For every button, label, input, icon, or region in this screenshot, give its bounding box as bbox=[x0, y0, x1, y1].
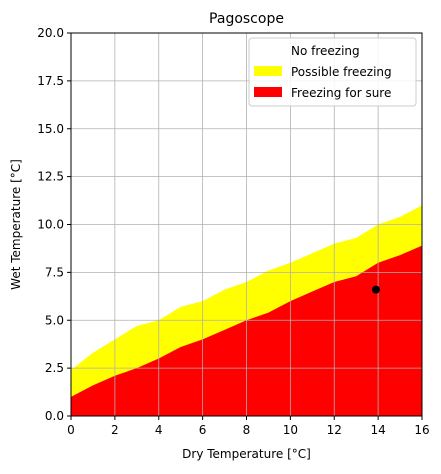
legend-label: Possible freezing bbox=[291, 65, 392, 79]
x-axis-label: Dry Temperature [°C] bbox=[182, 447, 311, 461]
y-tick-label: 10.0 bbox=[37, 218, 64, 232]
x-tick-label: 8 bbox=[243, 423, 251, 437]
marks-layer bbox=[372, 286, 380, 294]
x-tick-label: 12 bbox=[327, 423, 342, 437]
legend-swatch bbox=[254, 87, 282, 97]
x-tick-label: 2 bbox=[111, 423, 119, 437]
y-tick-label: 15.0 bbox=[37, 122, 64, 136]
x-tick-label: 4 bbox=[155, 423, 163, 437]
x-tick-label: 14 bbox=[370, 423, 385, 437]
x-tick-label: 10 bbox=[283, 423, 298, 437]
legend-label: No freezing bbox=[291, 44, 360, 58]
y-axis-label: Wet Temperature [°C] bbox=[9, 159, 23, 290]
x-tick-label: 6 bbox=[199, 423, 207, 437]
y-tick-label: 7.5 bbox=[45, 265, 64, 279]
legend-swatch bbox=[254, 66, 282, 76]
y-tick-label: 12.5 bbox=[37, 170, 64, 184]
chart-title: Pagoscope bbox=[209, 11, 284, 27]
data-point bbox=[372, 286, 380, 294]
y-tick-label: 17.5 bbox=[37, 74, 64, 88]
y-tick-label: 20.0 bbox=[37, 26, 64, 40]
y-tick-label: 0.0 bbox=[45, 409, 64, 423]
x-tick-label: 16 bbox=[414, 423, 429, 437]
legend-swatch bbox=[254, 45, 282, 55]
y-tick-label: 2.5 bbox=[45, 361, 64, 375]
x-tick-label: 0 bbox=[67, 423, 75, 437]
legend-label: Freezing for sure bbox=[291, 86, 391, 100]
legend: No freezing Possible freezing Freezing for… bbox=[249, 38, 416, 106]
y-tick-label: 5.0 bbox=[45, 313, 64, 327]
